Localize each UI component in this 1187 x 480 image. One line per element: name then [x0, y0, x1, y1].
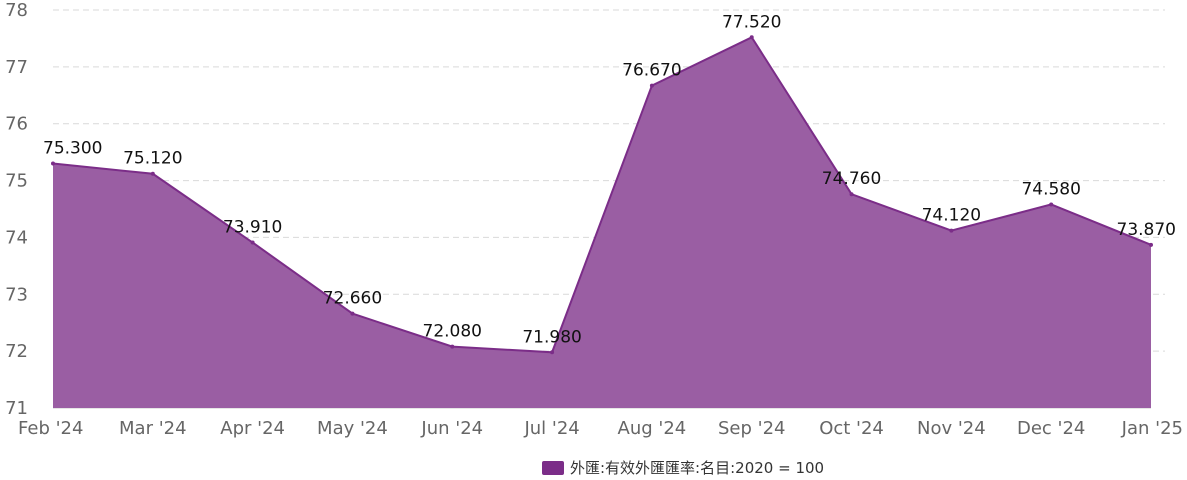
data-label: 75.120: [123, 149, 182, 169]
area-fill: [53, 37, 1151, 408]
data-point: [1049, 202, 1054, 207]
x-tick-label: Sep '24: [718, 418, 786, 439]
y-tick-label: 73: [5, 284, 28, 305]
data-point: [749, 35, 754, 40]
data-labels: 75.300 75.120 73.910 72.660 72.080 71.980 76.6…: [43, 12, 1176, 347]
data-point: [150, 171, 155, 176]
x-tick-label: May '24: [317, 418, 388, 439]
y-tick-label: 76: [5, 114, 28, 135]
data-label: 73.870: [1117, 220, 1176, 240]
legend-swatch: [542, 460, 564, 475]
y-tick-label: 72: [5, 341, 28, 362]
x-axis: Feb '24 Mar '24 Apr '24 May '24 Jun '24 Jul '…: [18, 418, 1183, 439]
y-axis: 71 72 73 74 75 76 77 78: [5, 0, 28, 419]
data-label: 72.660: [323, 289, 382, 309]
data-label: 74.760: [822, 169, 881, 189]
x-tick-label: Jun '24: [420, 418, 483, 439]
legend-label: 外匯:有效外匯匯率:名目:2020 = 100: [570, 459, 825, 477]
y-tick-label: 77: [5, 57, 28, 78]
data-point: [550, 350, 555, 355]
area-chart: 71 72 73 74 75 76 77 78 Feb '24 Mar '24 Apr '24 Ma…: [5, 0, 1183, 439]
x-tick-label: Nov '24: [917, 418, 986, 439]
y-tick-label: 75: [5, 171, 28, 192]
x-tick-label: Apr '24: [220, 418, 285, 439]
data-point: [949, 228, 954, 233]
area-layer: [51, 35, 1153, 408]
series-line: [52, 36, 1152, 354]
data-point: [350, 311, 355, 316]
data-label: 75.300: [43, 139, 102, 159]
data-label: 77.520: [722, 12, 781, 32]
legend[interactable]: 外匯:有效外匯匯率:名目:2020 = 100: [542, 457, 824, 478]
x-tick-label: Oct '24: [819, 418, 884, 439]
data-point: [849, 192, 854, 197]
data-label: 74.120: [922, 206, 981, 226]
data-point: [450, 344, 455, 349]
data-point: [250, 240, 255, 245]
data-label: 73.910: [223, 218, 282, 238]
data-point: [649, 83, 654, 88]
data-label: 76.670: [622, 61, 681, 81]
x-tick-label: Mar '24: [119, 418, 187, 439]
x-tick-label: Feb '24: [18, 418, 83, 439]
x-tick-label: Aug '24: [618, 418, 687, 439]
y-tick-label: 71: [5, 398, 28, 419]
y-tick-label: 74: [5, 227, 28, 248]
data-point: [51, 161, 55, 166]
x-tick-label: Jul '24: [523, 418, 579, 439]
data-label: 74.580: [1021, 179, 1080, 199]
data-point: [1149, 242, 1153, 247]
y-tick-label: 78: [5, 0, 28, 21]
data-label: 71.980: [522, 327, 581, 347]
data-label: 72.080: [423, 322, 482, 342]
x-tick-label: Dec '24: [1017, 418, 1085, 439]
x-tick-label: Jan '25: [1121, 418, 1183, 439]
